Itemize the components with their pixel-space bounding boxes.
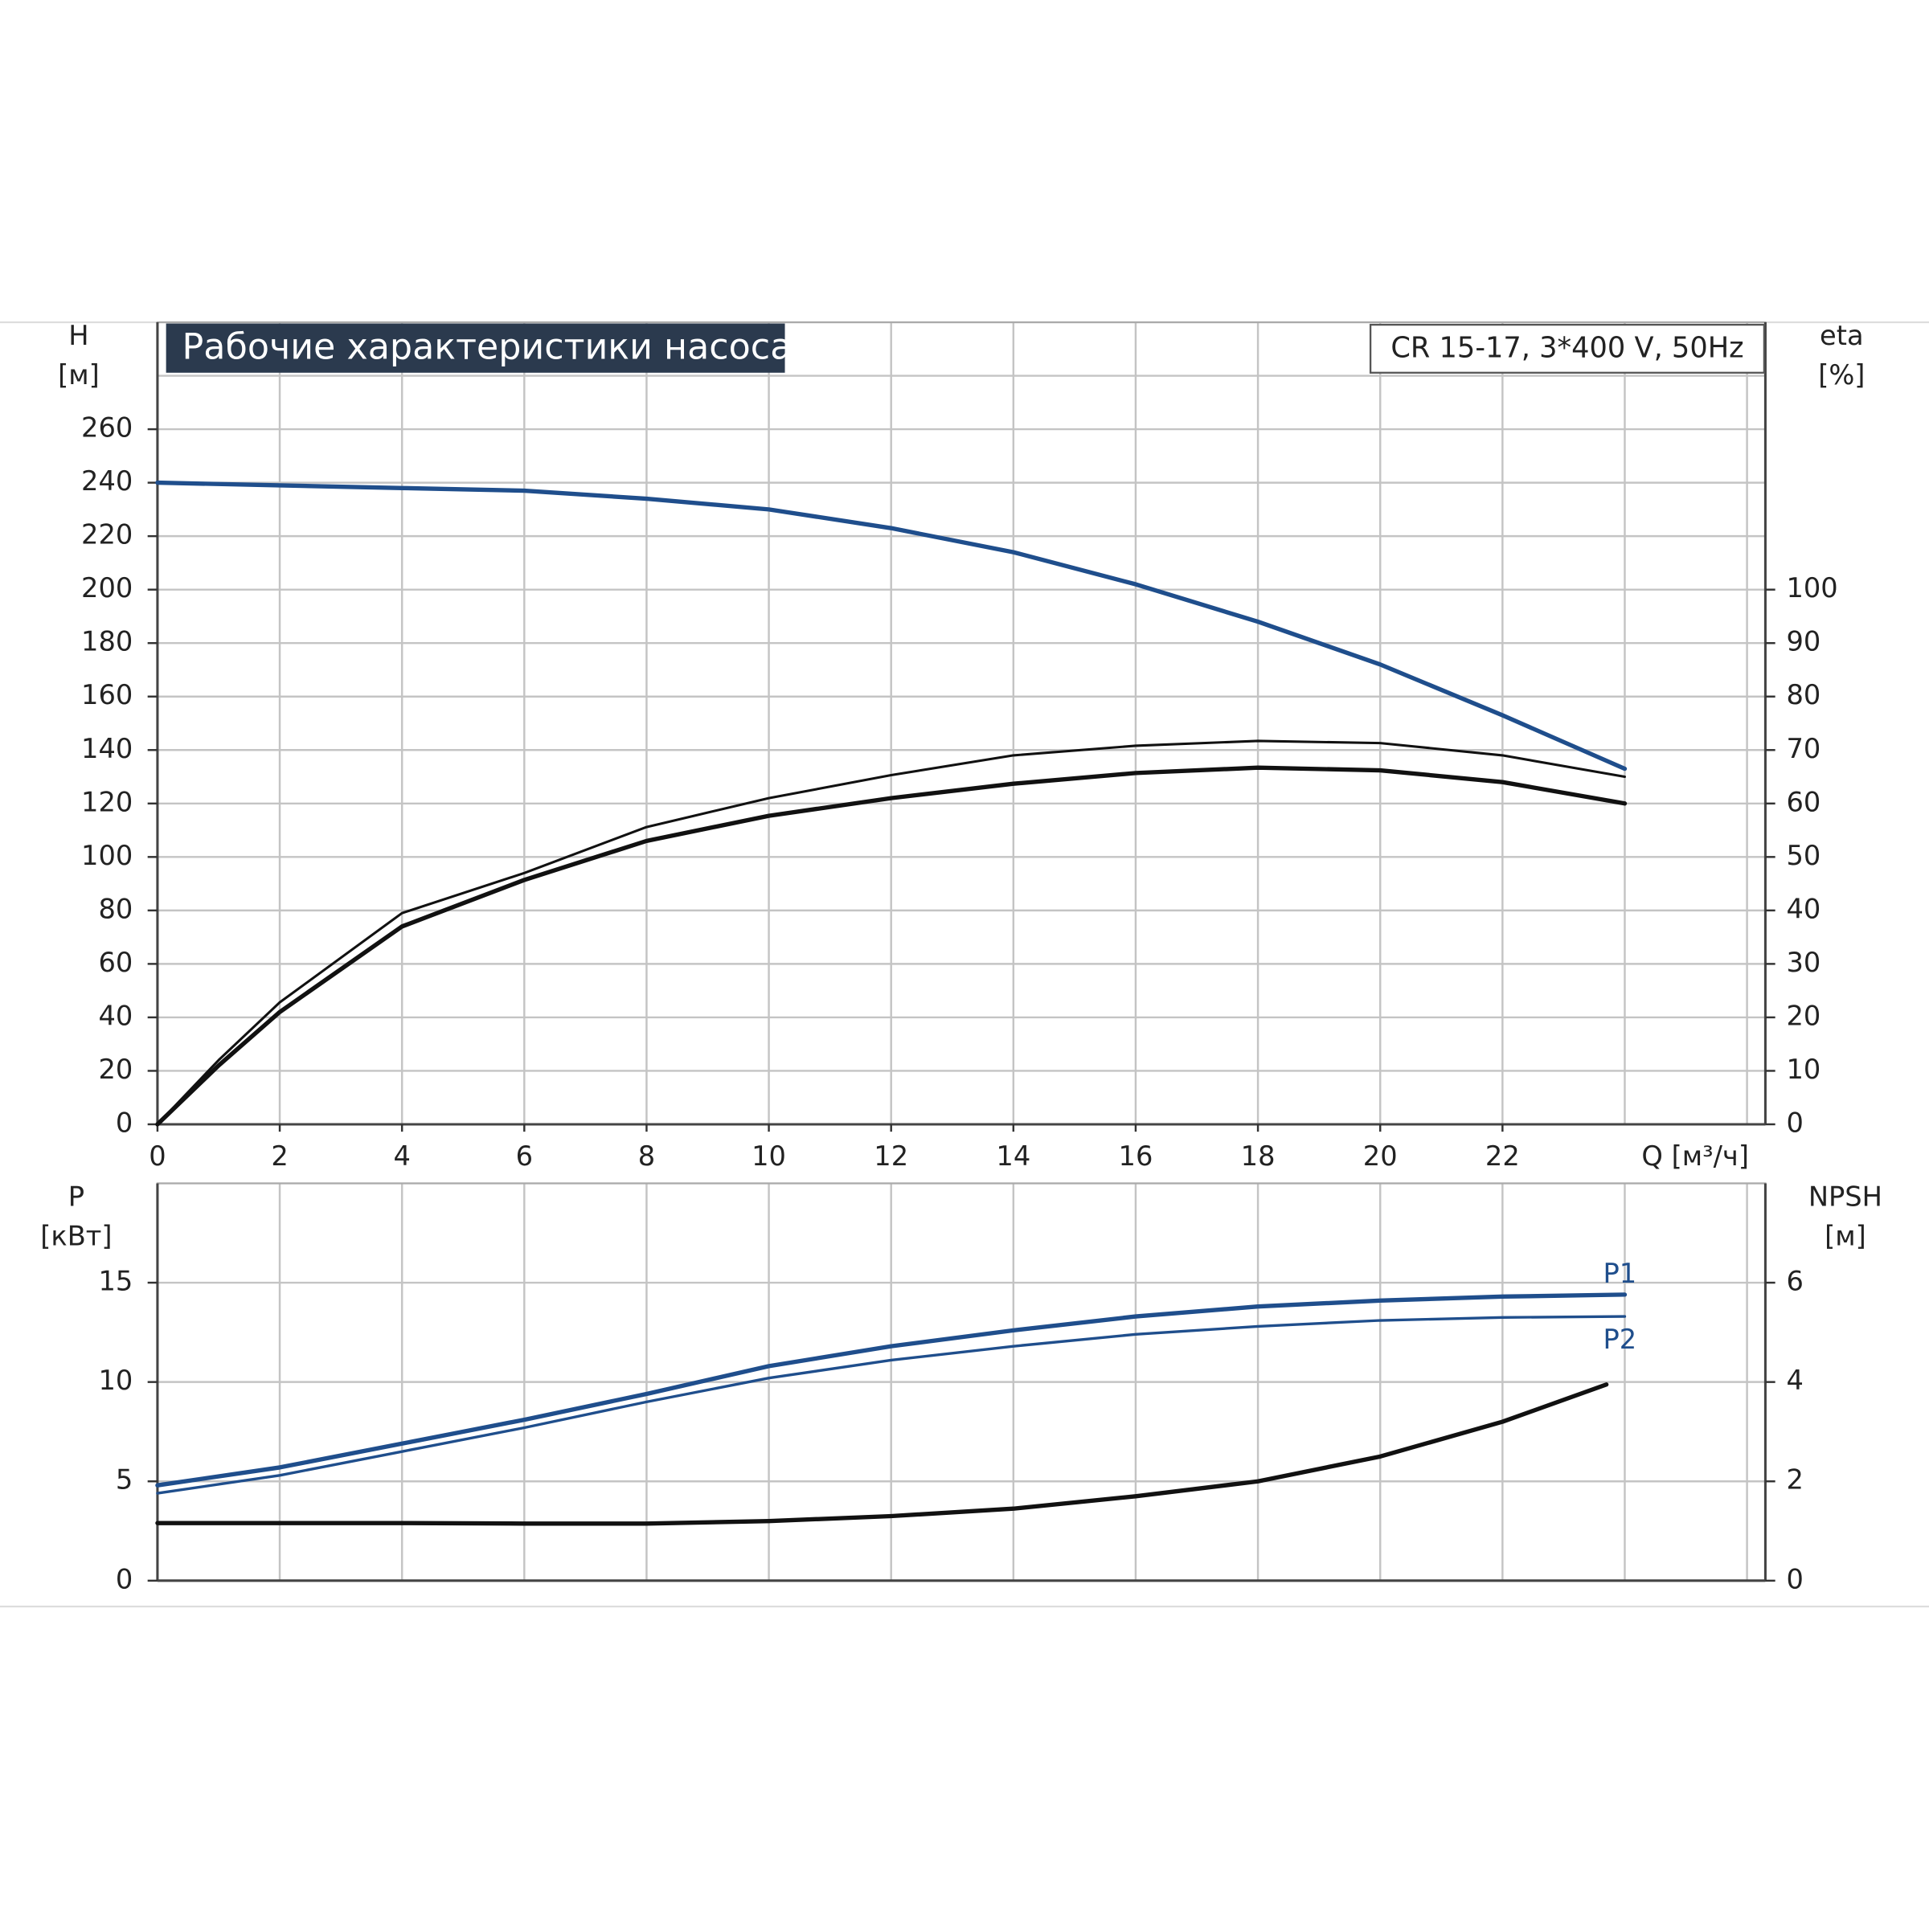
series-line [155, 1292, 1628, 1488]
y2-tick-label: 60 [1786, 786, 1820, 817]
y2-tick-label: 30 [1786, 947, 1820, 978]
y-tick-label: 20 [98, 1054, 133, 1085]
series-line [155, 765, 1628, 1127]
x-tick-label: 12 [874, 1140, 908, 1172]
y-tick-label: 260 [81, 412, 133, 444]
y2-tick-label: 40 [1786, 893, 1820, 924]
y-tick-label: 180 [81, 626, 133, 657]
y-axis-unit: [м] [58, 359, 100, 391]
y-tick-label: 160 [81, 679, 133, 710]
chart-subtitle: CR 15-17, 3*400 V, 50Hz [1390, 332, 1743, 365]
x-tick-label: 16 [1119, 1140, 1153, 1172]
plot-layer: 0204060801001201401601802002202402600102… [81, 321, 1838, 1594]
y-tick-label: 140 [81, 733, 133, 764]
series-line [155, 1382, 1609, 1526]
y-tick-label: 10 [98, 1365, 133, 1396]
y-tick-label: 80 [98, 893, 133, 924]
x-tick-label: 2 [271, 1140, 288, 1172]
title-box [166, 323, 785, 373]
series-line [156, 1315, 1627, 1495]
x-tick-label: 10 [752, 1140, 786, 1172]
y2-tick-label: 4 [1786, 1365, 1803, 1396]
y-axis-label: P [68, 1181, 84, 1212]
series-label: P1 [1603, 1258, 1636, 1289]
series-line [156, 739, 1627, 1126]
y2-tick-label: 2 [1786, 1464, 1803, 1496]
y2-tick-label: 0 [1786, 1107, 1803, 1138]
y2-tick-label: 100 [1786, 572, 1837, 604]
y2-axis-label: NPSH [1808, 1181, 1882, 1212]
x-tick-label: 22 [1485, 1140, 1520, 1172]
y2-tick-label: 10 [1786, 1054, 1820, 1085]
x-tick-label: 8 [638, 1140, 655, 1172]
y-tick-label: 0 [116, 1563, 133, 1594]
y-tick-label: 200 [81, 572, 133, 604]
y-tick-label: 100 [81, 840, 133, 871]
y2-axis-unit: [м] [1825, 1220, 1866, 1251]
y2-axis-unit: [%] [1818, 359, 1865, 391]
y-tick-label: 240 [81, 465, 133, 497]
series-line [155, 480, 1628, 772]
y2-tick-label: 80 [1786, 679, 1820, 710]
x-tick-label: 6 [516, 1140, 533, 1172]
chart-title: Рабочие характеристики насоса [182, 327, 792, 368]
y-tick-label: 220 [81, 519, 133, 551]
x-tick-label: 0 [149, 1140, 166, 1172]
y2-tick-label: 0 [1786, 1563, 1803, 1594]
y-tick-label: 5 [116, 1464, 133, 1496]
y-tick-label: 40 [98, 1000, 133, 1031]
y2-axis-label: eta [1820, 320, 1864, 351]
model-box [1369, 323, 1766, 374]
x-tick-label: 18 [1241, 1140, 1276, 1172]
y2-tick-label: 6 [1786, 1266, 1803, 1297]
y2-tick-label: 20 [1786, 1000, 1820, 1031]
series-label: P2 [1603, 1324, 1636, 1355]
x-axis-label: Q [м³/ч] [1641, 1140, 1749, 1172]
y2-tick-label: 70 [1786, 733, 1820, 764]
y-axis-unit: [кВт] [40, 1220, 112, 1251]
y-tick-label: 60 [98, 947, 133, 978]
x-tick-label: 4 [393, 1140, 410, 1172]
y-tick-label: 0 [116, 1107, 133, 1138]
y-tick-label: 15 [98, 1266, 133, 1297]
y2-tick-label: 90 [1786, 626, 1820, 657]
y-tick-label: 120 [81, 786, 133, 817]
y2-tick-label: 50 [1786, 840, 1820, 871]
y-axis-label: H [68, 320, 88, 351]
x-tick-label: 20 [1363, 1140, 1398, 1172]
x-tick-label: 14 [996, 1140, 1030, 1172]
